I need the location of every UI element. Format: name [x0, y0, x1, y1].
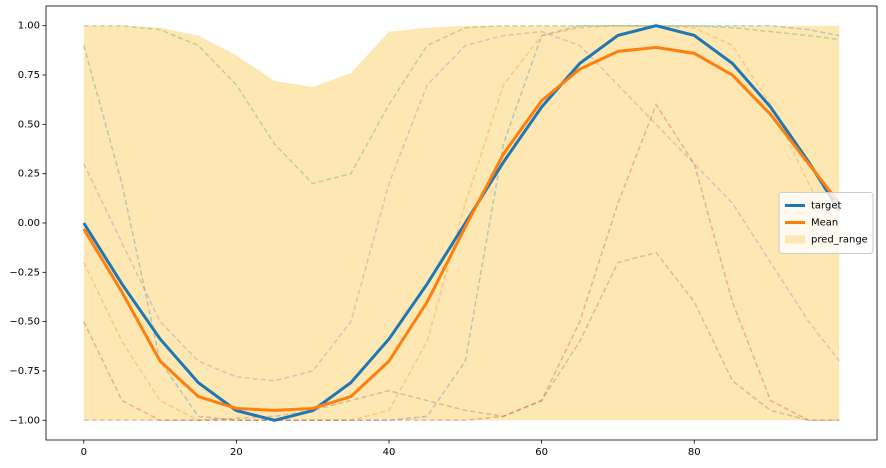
- series-line: [82, 24, 841, 422]
- member-line: [83, 24, 840, 422]
- legend-label: pred_range: [811, 235, 868, 246]
- member-line: [83, 24, 840, 185]
- y-tick-label: −0.25: [9, 267, 40, 278]
- plot: [82, 24, 841, 422]
- legend-swatch: [785, 235, 805, 244]
- series-line: [82, 45, 841, 412]
- y-tick-label: 0.75: [18, 70, 40, 81]
- legend-label: Mean: [811, 218, 838, 229]
- y-tick-label: 0.50: [18, 119, 40, 130]
- member-line: [83, 30, 840, 382]
- pred-range-band: [83, 25, 840, 421]
- legend-label: target: [811, 201, 841, 212]
- x-tick-label: 80: [688, 447, 701, 458]
- x-tick-label: 60: [535, 447, 548, 458]
- member-line: [83, 251, 840, 422]
- x-tick-label: 20: [230, 447, 243, 458]
- y-tick-label: −0.75: [9, 366, 40, 377]
- y-tick-label: −1.00: [9, 415, 40, 426]
- y-tick-label: 0.25: [18, 169, 40, 180]
- member-line: [83, 102, 840, 422]
- y-tick-label: −0.50: [9, 317, 40, 328]
- y-tick-label: 1.00: [18, 21, 40, 32]
- x-tick-label: 0: [81, 447, 87, 458]
- y-tick-label: 0.00: [18, 218, 40, 229]
- x-tick-label: 40: [383, 447, 396, 458]
